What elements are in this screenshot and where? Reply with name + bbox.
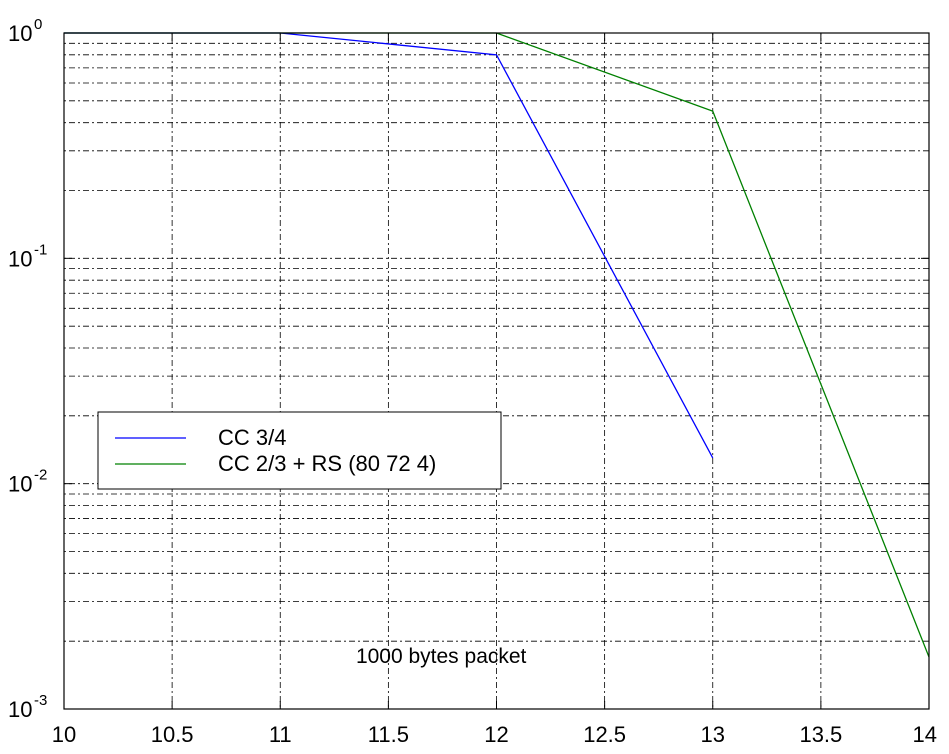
y-tick-base: 10 xyxy=(8,472,32,497)
x-tick-label: 12 xyxy=(484,722,508,747)
legend-label-1: CC 3/4 xyxy=(218,425,286,450)
x-tick-label: 10.5 xyxy=(151,722,194,747)
grid xyxy=(64,33,929,709)
y-tick-label: 10 0 xyxy=(8,16,42,46)
y-tick-exponent: 0 xyxy=(34,16,42,33)
legend: CC 3/4CC 2/3 + RS (80 72 4) xyxy=(97,411,502,490)
y-tick-label: 10 -2 xyxy=(8,467,47,497)
x-tick-label: 11.5 xyxy=(368,722,409,747)
y-tick-exponent: -2 xyxy=(34,467,47,484)
legend-box xyxy=(97,411,502,490)
x-tick-label: 10 xyxy=(52,722,76,747)
y-tick-base: 10 xyxy=(8,246,32,271)
y-tick-exponent: -3 xyxy=(34,692,47,709)
annotation-text: 1000 bytes packet xyxy=(356,645,527,668)
x-tick-label: 14 xyxy=(913,722,937,747)
legend-label-2: CC 2/3 + RS (80 72 4) xyxy=(218,451,436,476)
x-tick-label: 11 xyxy=(269,722,292,747)
annotations: 1000 bytes packet xyxy=(356,645,527,668)
y-tick-label: 10 -1 xyxy=(8,241,47,271)
x-tick-label: 13 xyxy=(701,722,725,747)
x-tick-label: 13.5 xyxy=(799,722,842,747)
x-tick-label: 12.5 xyxy=(583,722,626,747)
y-tick-label: 10 -3 xyxy=(8,692,47,722)
y-tick-base: 10 xyxy=(8,697,32,722)
y-tick-base: 10 xyxy=(8,21,32,46)
x-axis: 10 10.5 11 11.5 12 12.5 13 13.5 14 xyxy=(52,33,937,747)
y-tick-exponent: -1 xyxy=(34,241,47,258)
